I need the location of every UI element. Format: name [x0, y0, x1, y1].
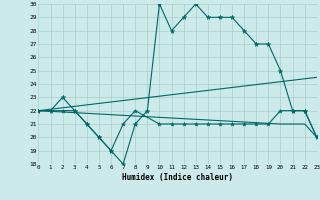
X-axis label: Humidex (Indice chaleur): Humidex (Indice chaleur) [122, 173, 233, 182]
